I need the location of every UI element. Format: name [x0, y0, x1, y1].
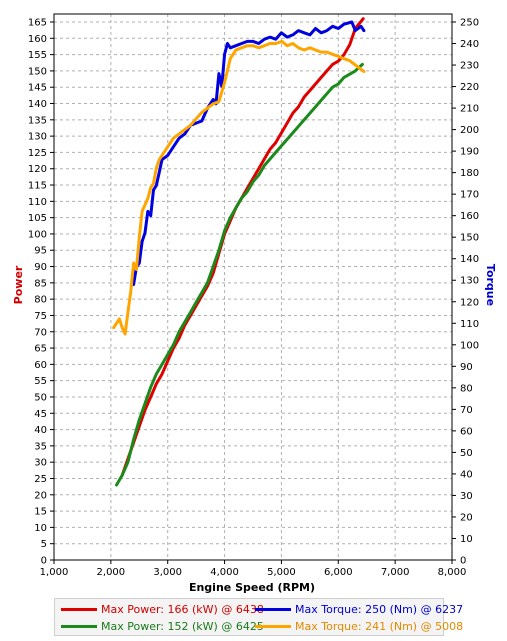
y-left-tick-label: 80 [34, 295, 47, 306]
x-tick-label: 8,000 [438, 567, 467, 578]
y-axis-left-label: Power [12, 265, 25, 304]
legend-swatch [61, 624, 97, 628]
y-right-tick-label: 220 [460, 82, 479, 93]
y-left-tick-label: 70 [34, 327, 47, 338]
series-line-orange-torque [112, 39, 366, 336]
y-right-tick-label: 120 [460, 297, 479, 308]
y-left-tick-label: 140 [28, 99, 47, 110]
axes [53, 13, 453, 561]
y-axis-right-label: Torque [484, 264, 497, 306]
x-tick-label: 4,000 [210, 567, 239, 578]
legend-item-green-power: Max Power: 152 (kW) @ 6425 [61, 618, 264, 634]
y-right-tick-label: 20 [460, 512, 473, 523]
y-right-tick-label: 10 [460, 534, 473, 545]
x-axis-label: Engine Speed (RPM) [189, 581, 315, 594]
x-tick-label: 2,000 [97, 567, 126, 578]
y-right-tick-label: 200 [460, 125, 479, 136]
plot-frame [53, 13, 453, 561]
series-line-blue-torque [132, 20, 366, 286]
y-right-tick-label: 130 [460, 276, 479, 287]
y-left-tick-label: 110 [28, 197, 47, 208]
y-left-tick-label: 165 [28, 18, 47, 29]
y-left-tick-label: 160 [28, 34, 47, 45]
y-left-tick-label: 90 [34, 262, 47, 273]
y-right-tick-label: 180 [460, 168, 479, 179]
y-right-tick-label: 170 [460, 190, 479, 201]
y-left-tick-label: 15 [34, 507, 47, 518]
y-left-tick-label: 125 [28, 148, 47, 159]
legend-item-blue-torque: Max Torque: 250 (Nm) @ 6237 [255, 601, 463, 617]
y-left-tick-label: 150 [28, 66, 47, 77]
y-left-tick-label: 120 [28, 164, 47, 175]
y-right-tick-label: 50 [460, 448, 473, 459]
y-left-tick-label: 155 [28, 50, 47, 61]
y-left-tick-label: 135 [28, 115, 47, 126]
x-tick-label: 7,000 [381, 567, 410, 578]
y-right-tick-label: 210 [460, 104, 479, 115]
y-left-tick-label: 65 [34, 344, 47, 355]
y-right-tick-label: 150 [460, 233, 479, 244]
y-left-tick-label: 145 [28, 83, 47, 94]
y-left-tick-label: 55 [34, 376, 47, 387]
y-left-tick-label: 85 [34, 278, 47, 289]
x-tick-label: 6,000 [324, 567, 353, 578]
y-left-tick-label: 25 [34, 474, 47, 485]
y-left-tick-label: 130 [28, 132, 47, 143]
y-right-tick-label: 100 [460, 340, 479, 351]
legend: Max Power: 166 (kW) @ 6438 Max Torque: 2… [54, 598, 463, 636]
y-left-tick-label: 50 [34, 392, 47, 403]
legend-label: Max Power: 166 (kW) @ 6438 [101, 602, 264, 616]
y-left-tick-label: 60 [34, 360, 47, 371]
y-left-tick-label: 20 [34, 490, 47, 501]
y-left-tick-label: 40 [34, 425, 47, 436]
y-left-tick-label: 5 [41, 539, 47, 550]
y-left-tick-label: 95 [34, 246, 47, 257]
x-tick-label: 1,000 [40, 567, 69, 578]
dyno-chart: 1,000 2,000 3,000 4,000 5,000 6,000 7,000 8,000… [12, 13, 497, 594]
x-tick-label: 3,000 [153, 567, 182, 578]
legend-label: Max Torque: 241 (Nm) @ 5008 [295, 619, 464, 633]
y-right-tick-label: 140 [460, 254, 479, 265]
y-right-tick-label: 110 [460, 319, 479, 330]
y-right-tick-label: 190 [460, 147, 479, 158]
legend-item-orange-torque: Max Torque: 241 (Nm) @ 5008 [255, 618, 463, 634]
legend-swatch [255, 624, 291, 628]
y-left-tick-label: 115 [28, 181, 47, 192]
y-right-tick-label: 90 [460, 362, 473, 373]
y-left-tick-label: 105 [28, 213, 47, 224]
legend-label: Max Power: 152 (kW) @ 6425 [101, 619, 264, 633]
y-left-tick-label: 75 [34, 311, 47, 322]
y-right-tick-label: 70 [460, 405, 473, 416]
y-right-tick-label: 240 [460, 39, 479, 50]
legend-swatch [255, 607, 291, 611]
y-right-tick-label: 0 [460, 556, 466, 567]
y-right-tick-label: 30 [460, 491, 473, 502]
tick-labels: 1,000 2,000 3,000 4,000 5,000 6,000 7,000 8,000… [28, 18, 479, 579]
legend-item-red-power: Max Power: 166 (kW) @ 6438 [61, 601, 264, 617]
y-left-tick-label: 45 [34, 409, 47, 420]
grid-lines [54, 14, 453, 560]
legend-swatch [61, 607, 97, 611]
legend-label: Max Torque: 250 (Nm) @ 6237 [295, 602, 464, 616]
series-line-green-power [115, 62, 364, 487]
y-right-tick-label: 160 [460, 211, 479, 222]
y-left-tick-label: 10 [34, 523, 47, 534]
y-left-tick-label: 35 [34, 441, 47, 452]
plot-area [54, 14, 452, 560]
y-left-tick-label: 0 [41, 556, 47, 567]
series-lines [112, 17, 366, 487]
x-tick-label: 5,000 [267, 567, 296, 578]
y-right-tick-label: 80 [460, 383, 473, 394]
y-right-tick-label: 60 [460, 426, 473, 437]
y-right-tick-label: 250 [460, 18, 479, 29]
y-left-tick-label: 100 [28, 229, 47, 240]
y-left-tick-label: 30 [34, 458, 47, 469]
y-right-tick-label: 40 [460, 469, 473, 480]
y-right-tick-label: 230 [460, 61, 479, 72]
